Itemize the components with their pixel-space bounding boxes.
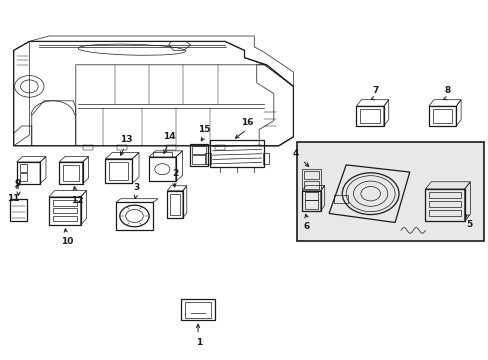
Bar [428,210,460,216]
Text: 10: 10 [61,237,74,246]
Bar [425,189,464,221]
Bar [215,145,224,150]
Text: 2: 2 [172,169,178,178]
Text: 1: 1 [196,338,202,347]
Bar [189,144,208,166]
Bar [109,162,128,180]
Bar [205,153,211,164]
Bar [83,145,93,150]
Bar [333,195,347,203]
Text: 6: 6 [304,222,309,231]
Bar [152,152,172,157]
Text: 11: 11 [7,194,20,203]
Bar [181,299,215,320]
Bar [301,169,321,191]
Bar [303,171,319,179]
Bar [117,145,127,150]
Text: 12: 12 [71,196,83,205]
Bar [428,192,460,198]
Bar [59,162,82,184]
Bar [105,159,132,183]
Bar [49,197,81,225]
Bar [304,201,318,209]
Bar [303,181,319,189]
Bar [428,106,455,126]
Text: 5: 5 [466,220,471,229]
Bar [53,216,77,221]
Bar [53,208,77,213]
Bar [428,201,460,207]
Bar [432,109,451,123]
Bar [192,155,205,164]
Bar [20,164,27,172]
Bar [184,302,211,318]
Bar [297,142,483,241]
Bar [192,145,205,154]
Bar [169,194,180,215]
Bar [166,145,176,150]
Bar [148,157,175,181]
Text: 14: 14 [163,132,176,141]
Bar [210,140,264,167]
Bar [17,162,40,184]
Text: 16: 16 [240,118,253,127]
Text: 8: 8 [444,86,449,95]
Bar [10,199,27,221]
Bar [356,106,383,126]
Bar [20,174,27,181]
Bar [167,191,183,218]
Text: 4: 4 [292,149,299,158]
Bar [304,192,318,200]
Bar [302,191,320,211]
Bar [62,165,79,181]
Bar [263,153,268,164]
Text: 13: 13 [120,135,132,144]
Text: 9: 9 [14,179,21,188]
Bar [116,202,153,230]
Text: 3: 3 [134,183,140,192]
Text: 7: 7 [371,86,378,95]
Text: 15: 15 [198,125,210,134]
Bar [360,109,379,123]
Bar [53,200,77,206]
